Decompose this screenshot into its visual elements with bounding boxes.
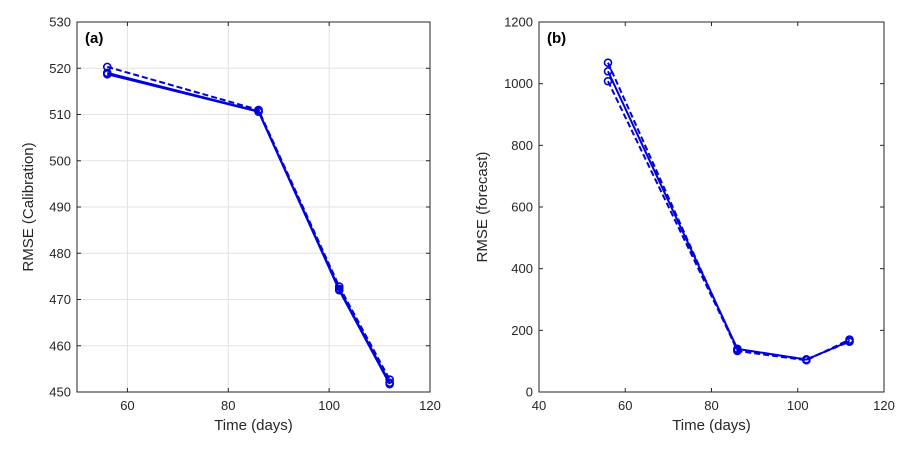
x-tick-label: 100 <box>318 398 340 413</box>
panel-label: (b) <box>547 30 566 47</box>
x-tick-label: 60 <box>618 398 632 413</box>
y-axis-label: RMSE (Calibration) <box>20 142 37 271</box>
y-tick-label: 1200 <box>504 15 533 30</box>
plot-area <box>539 22 884 392</box>
x-axis-label: Time (days) <box>672 417 751 434</box>
series-line <box>607 80 850 361</box>
x-axis-label: Time (days) <box>214 417 293 434</box>
data-point <box>845 337 854 347</box>
y-tick-label: 470 <box>49 292 71 307</box>
y-tick-label: 450 <box>49 385 71 400</box>
x-tick-label: 120 <box>419 398 441 413</box>
panel-label: (a) <box>85 30 103 47</box>
y-tick-label: 490 <box>49 200 71 215</box>
data-point <box>603 58 613 68</box>
data-point <box>254 106 263 116</box>
y-axis-label: RMSE (forecast) <box>474 152 491 263</box>
y-tick-label: 200 <box>511 323 533 338</box>
series-line <box>107 71 391 384</box>
data-point <box>102 68 112 78</box>
x-tick-label: 60 <box>120 398 134 413</box>
data-point <box>102 62 112 72</box>
x-tick-label: 40 <box>532 398 546 413</box>
y-tick-label: 480 <box>49 246 71 261</box>
x-tick-label: 120 <box>873 398 895 413</box>
y-tick-label: 460 <box>49 338 71 353</box>
x-tick-label: 80 <box>221 398 235 413</box>
y-tick-label: 510 <box>49 107 71 122</box>
y-tick-label: 600 <box>511 200 533 215</box>
data-point <box>385 378 394 388</box>
panel-a: 60 80 100 120 450 460 470 480 490 500 510 520 530 Tim… <box>20 15 441 435</box>
x-tick-label: 100 <box>787 398 809 413</box>
y-tick-label: 500 <box>49 153 71 168</box>
data-point <box>334 284 344 294</box>
data-point <box>733 345 742 355</box>
y-tick-label: 0 <box>526 385 533 400</box>
data-point <box>385 375 394 384</box>
data-point <box>603 76 613 86</box>
y-tick-label: 530 <box>49 15 71 30</box>
data-point <box>802 355 811 364</box>
y-tick-label: 1000 <box>504 76 533 91</box>
y-tick-label: 400 <box>511 261 533 276</box>
x-tick-label: 80 <box>704 398 718 413</box>
y-tick-label: 800 <box>511 138 533 153</box>
y-tick-label: 520 <box>49 61 71 76</box>
